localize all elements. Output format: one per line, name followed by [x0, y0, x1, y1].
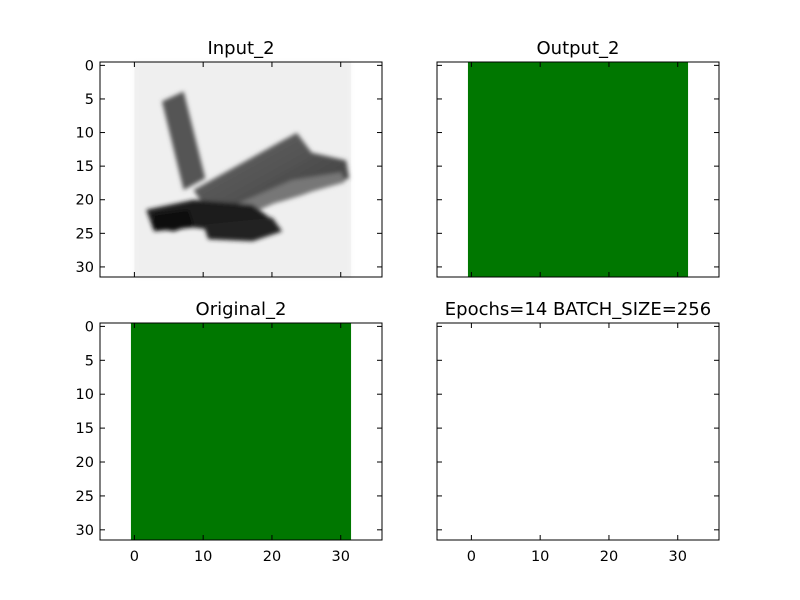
y-tick-label: 10 [76, 126, 94, 142]
green-image [130, 323, 352, 540]
y-tick-label: 0 [85, 58, 94, 74]
subplot-4: Epochs=14 BATCH_SIZE=256 0 10 20 30 [436, 299, 720, 565]
y-tick-label: 20 [76, 455, 94, 471]
x-tick-label: 10 [531, 549, 549, 565]
axes-frame [99, 322, 383, 541]
y-tick-label: 25 [76, 226, 94, 242]
airplane-image [134, 62, 352, 277]
y-tick-label: 10 [76, 387, 94, 403]
x-tick-label: 20 [600, 549, 618, 565]
y-tick-label: 15 [76, 421, 94, 437]
x-tick-label: 30 [669, 549, 687, 565]
subplot-title: Output_2 [537, 38, 620, 59]
y-tick-label: 15 [76, 159, 94, 175]
axes-frame [436, 322, 720, 541]
green-image [467, 62, 689, 277]
y-tick-label: 5 [85, 353, 94, 369]
y-tick-label: 30 [76, 260, 94, 276]
subplot-1: Input_2 0 5 10 15 20 25 30 [76, 38, 383, 278]
axes-frame [99, 61, 383, 278]
x-tick-label: 10 [194, 549, 212, 565]
subplot-title: Input_2 [207, 38, 274, 59]
x-tick-label: 0 [467, 549, 476, 565]
x-tick-label: 0 [130, 549, 139, 565]
subplot-title: Epochs=14 BATCH_SIZE=256 [445, 299, 711, 320]
y-tick-label: 5 [85, 92, 94, 108]
subplot-3: Original_2 0 5 10 15 20 25 30 0 10 20 30 [76, 299, 383, 565]
x-tick-label: 20 [263, 549, 281, 565]
x-tick-label: 30 [332, 549, 350, 565]
y-tick-label: 20 [76, 193, 94, 209]
y-tick-label: 30 [76, 523, 94, 539]
y-tick-label: 0 [85, 319, 94, 335]
subplot-title: Original_2 [196, 299, 287, 320]
y-tick-label: 25 [76, 489, 94, 505]
subplot-2: Output_2 [436, 38, 720, 278]
axes-frame [436, 61, 720, 278]
